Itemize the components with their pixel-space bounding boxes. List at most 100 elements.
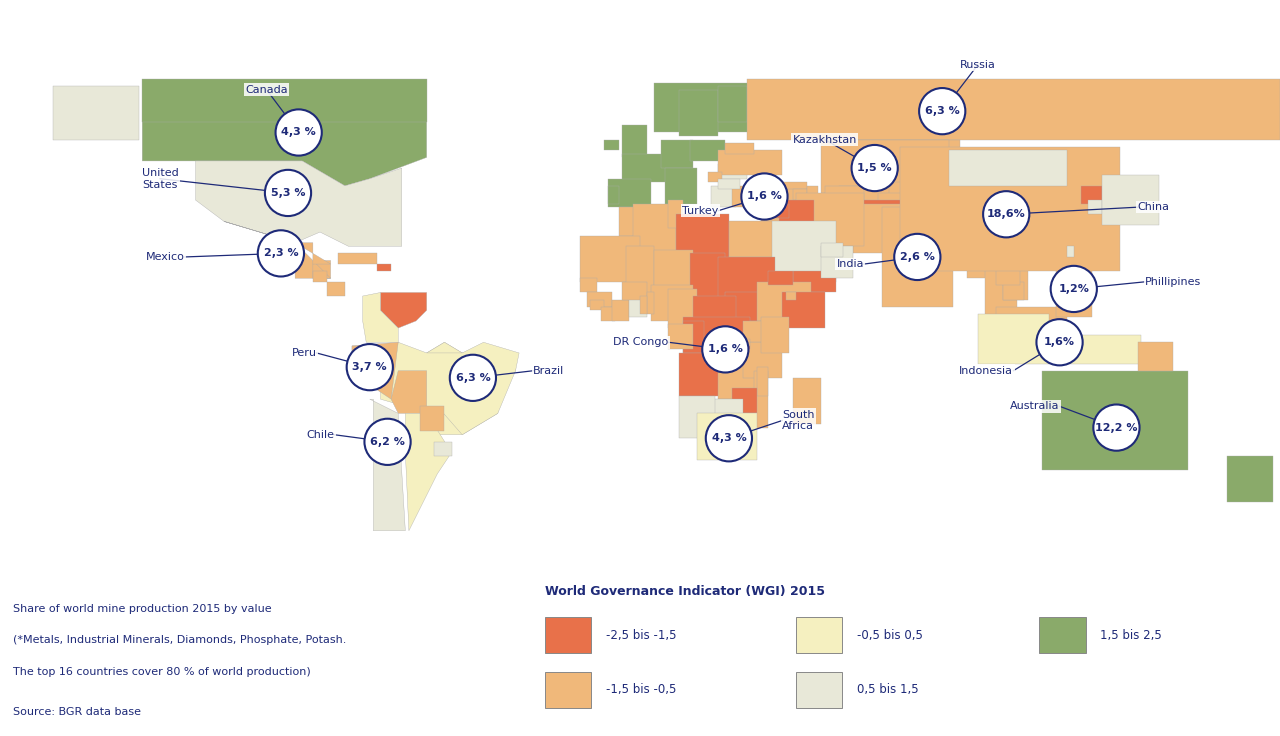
Polygon shape: [732, 389, 758, 414]
Polygon shape: [758, 282, 810, 321]
Polygon shape: [854, 204, 914, 253]
Polygon shape: [580, 278, 598, 292]
Polygon shape: [608, 185, 618, 204]
Polygon shape: [434, 442, 452, 456]
Polygon shape: [622, 282, 648, 300]
Polygon shape: [654, 250, 694, 289]
Text: China: China: [1138, 202, 1170, 212]
Polygon shape: [950, 150, 1066, 185]
Polygon shape: [878, 193, 906, 207]
Text: India: India: [837, 259, 864, 269]
Polygon shape: [1138, 342, 1174, 371]
Polygon shape: [996, 307, 1066, 328]
Text: South
Africa: South Africa: [782, 410, 815, 431]
Polygon shape: [426, 342, 462, 389]
Text: 1,5 %: 1,5 %: [858, 163, 892, 173]
Circle shape: [851, 145, 897, 191]
Text: 1,6 %: 1,6 %: [708, 344, 742, 355]
Circle shape: [265, 170, 311, 216]
Polygon shape: [648, 292, 654, 314]
Polygon shape: [888, 183, 924, 197]
Polygon shape: [1226, 456, 1272, 502]
Polygon shape: [618, 207, 640, 236]
Text: -2,5 bis -1,5: -2,5 bis -1,5: [605, 629, 676, 642]
FancyBboxPatch shape: [545, 618, 591, 653]
Polygon shape: [822, 140, 950, 193]
Circle shape: [1093, 405, 1139, 450]
Polygon shape: [664, 168, 696, 204]
Polygon shape: [196, 161, 402, 247]
Polygon shape: [718, 150, 782, 175]
Polygon shape: [708, 171, 722, 183]
Text: The top 16 countries cover 80 % of world production): The top 16 countries cover 80 % of world…: [13, 667, 311, 676]
Text: 2,6 %: 2,6 %: [900, 252, 934, 262]
Polygon shape: [822, 243, 842, 257]
Polygon shape: [718, 86, 746, 122]
Polygon shape: [1002, 282, 1024, 300]
Text: Phillipines: Phillipines: [1144, 277, 1201, 287]
Polygon shape: [352, 346, 374, 353]
Polygon shape: [1042, 371, 1188, 470]
Text: Share of world mine production 2015 by value: Share of world mine production 2015 by v…: [13, 604, 271, 614]
Circle shape: [919, 88, 965, 134]
Circle shape: [347, 344, 393, 390]
Polygon shape: [1048, 335, 1142, 364]
Text: DR Congo: DR Congo: [613, 337, 668, 347]
Circle shape: [365, 419, 411, 465]
Polygon shape: [586, 292, 612, 307]
Text: World Governance Indicator (WGI) 2015: World Governance Indicator (WGI) 2015: [545, 585, 824, 598]
Polygon shape: [808, 185, 818, 200]
Polygon shape: [380, 342, 520, 435]
Circle shape: [275, 110, 321, 155]
Polygon shape: [996, 253, 1020, 286]
Text: -0,5 bis 0,5: -0,5 bis 0,5: [856, 629, 923, 642]
Circle shape: [705, 415, 753, 461]
Text: Source: BGR data base: Source: BGR data base: [13, 707, 141, 717]
Polygon shape: [764, 210, 772, 218]
Polygon shape: [224, 222, 330, 278]
Polygon shape: [640, 296, 648, 314]
Polygon shape: [760, 317, 790, 353]
Polygon shape: [718, 165, 746, 179]
Polygon shape: [952, 239, 968, 257]
Polygon shape: [352, 342, 398, 399]
Polygon shape: [758, 367, 768, 396]
Polygon shape: [712, 185, 736, 207]
Circle shape: [983, 191, 1029, 238]
Polygon shape: [1066, 247, 1074, 257]
Text: (*Metals, Industrial Minerals, Diamonds, Phosphate, Potash.: (*Metals, Industrial Minerals, Diamonds,…: [13, 635, 346, 645]
Text: Kazakhstan: Kazakhstan: [792, 135, 858, 144]
Polygon shape: [426, 342, 516, 435]
Polygon shape: [632, 204, 676, 271]
Polygon shape: [676, 214, 728, 264]
Circle shape: [449, 355, 497, 401]
Polygon shape: [690, 140, 726, 161]
Polygon shape: [792, 189, 808, 200]
Polygon shape: [744, 321, 764, 342]
Polygon shape: [1102, 175, 1160, 225]
Polygon shape: [718, 179, 740, 189]
Polygon shape: [824, 185, 864, 210]
Polygon shape: [590, 300, 604, 311]
FancyBboxPatch shape: [796, 618, 842, 653]
Polygon shape: [1002, 253, 1028, 300]
Polygon shape: [746, 79, 1280, 140]
Polygon shape: [142, 79, 426, 122]
Polygon shape: [728, 222, 772, 257]
Polygon shape: [782, 292, 824, 328]
Polygon shape: [370, 399, 406, 531]
Polygon shape: [718, 364, 760, 399]
Polygon shape: [726, 144, 754, 154]
Polygon shape: [968, 236, 1002, 278]
Text: 6,3 %: 6,3 %: [925, 106, 960, 116]
Polygon shape: [668, 325, 694, 350]
Text: Peru: Peru: [292, 348, 316, 358]
Text: Canada: Canada: [246, 85, 288, 95]
Polygon shape: [854, 200, 906, 232]
Polygon shape: [760, 218, 778, 232]
Polygon shape: [786, 292, 796, 300]
Polygon shape: [328, 282, 344, 296]
Polygon shape: [718, 257, 776, 300]
Text: Turkey: Turkey: [682, 206, 718, 216]
Polygon shape: [768, 222, 836, 282]
